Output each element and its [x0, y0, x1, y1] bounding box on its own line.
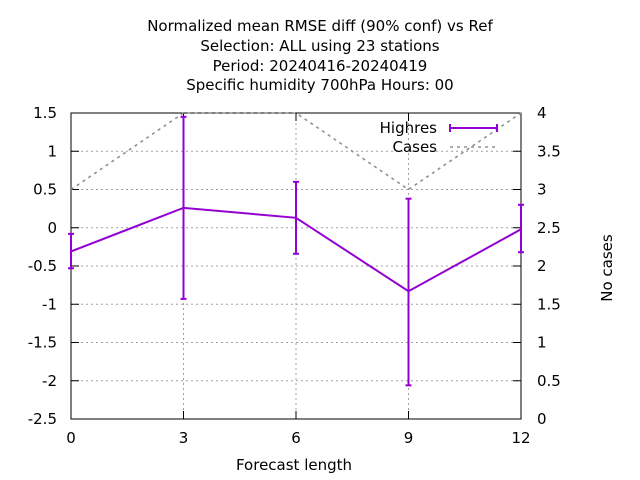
y-tick-label: 0.5 [33, 181, 57, 199]
series-1 [70, 112, 522, 191]
chart-title-line-2: Selection: ALL using 23 stations [200, 37, 440, 55]
y2-tick-label: 3.5 [537, 142, 561, 160]
x-axis-label: Forecast length [235, 456, 353, 474]
y-tick-label: -2 [42, 372, 57, 390]
y-tick-label: -1 [42, 295, 57, 313]
y-tick-label: 0 [47, 219, 57, 237]
legend-label: Cases [392, 138, 437, 156]
chart-title-line-3: Period: 20240416-20240419 [212, 57, 428, 75]
x-tick-label: 12 [511, 429, 530, 447]
y-tick-label: -2.5 [28, 410, 57, 428]
y2-tick-label: 0 [537, 410, 547, 428]
y2-tick-label: 3 [537, 181, 547, 199]
x-tick-label: 0 [66, 429, 76, 447]
y2-tick-label: 2 [537, 257, 547, 275]
y2-tick-label: 0.5 [537, 372, 561, 390]
chart-title-line-4: Specific humidity 700hPa Hours: 00 [186, 76, 454, 94]
legend-label: Highres [380, 119, 438, 137]
y-tick-label: -0.5 [28, 257, 57, 275]
y2-tick-label: 1 [537, 334, 547, 352]
x-tick-label: 6 [291, 429, 301, 447]
y2-tick-label: 1.5 [537, 295, 561, 313]
series-0 [68, 115, 524, 387]
y-tick-label: 1.5 [33, 104, 57, 122]
y-tick-label: -1.5 [28, 334, 57, 352]
cases-line [70, 112, 522, 191]
series [68, 112, 524, 387]
chart-title-line-1: Normalized mean RMSE diff (90% conf) vs … [147, 17, 493, 35]
x-tick-label: 9 [404, 429, 414, 447]
ticks: 1.5 1 0.5 0 -0.5 -1 -1.5 -2 -2.5 4 3.5 3 2.5 2 1.5 1 0.5… [28, 104, 561, 447]
y2-tick-label: 4 [537, 104, 547, 122]
y-tick-label: 1 [47, 142, 57, 160]
y2-axis-label: No cases [598, 234, 616, 302]
x-tick-label: 3 [179, 429, 189, 447]
y2-tick-label: 2.5 [537, 219, 561, 237]
